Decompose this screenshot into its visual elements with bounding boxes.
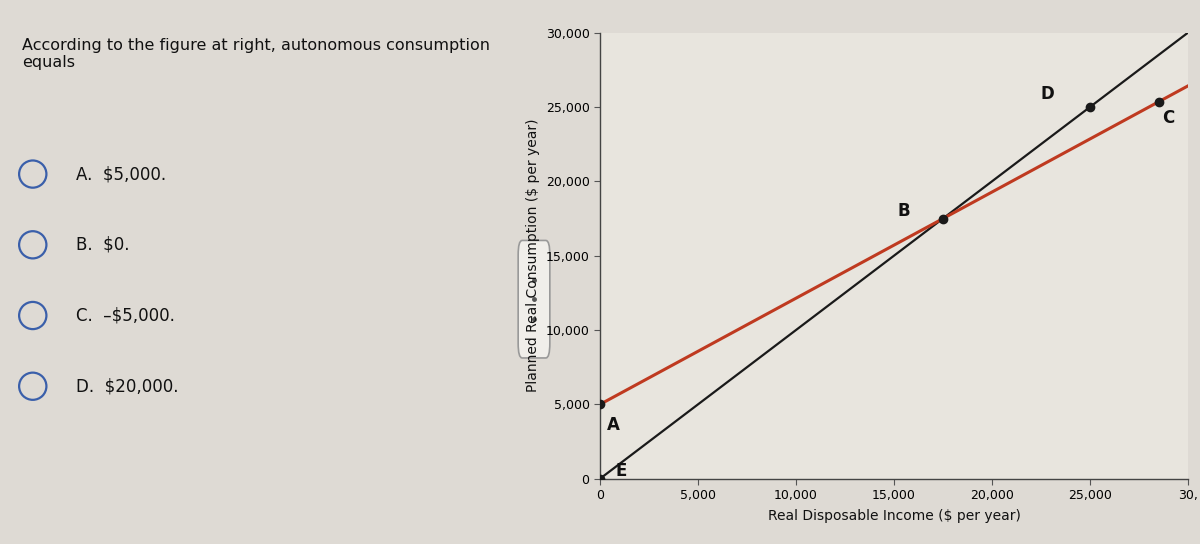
X-axis label: Real Disposable Income ($ per year): Real Disposable Income ($ per year): [768, 509, 1020, 523]
Text: According to the figure at right, autonomous consumption
equals: According to the figure at right, autono…: [22, 38, 490, 71]
Text: A: A: [607, 416, 620, 434]
Text: D: D: [1040, 85, 1054, 103]
Text: C.  –$5,000.: C. –$5,000.: [77, 306, 175, 325]
Text: B.  $0.: B. $0.: [77, 236, 130, 254]
FancyBboxPatch shape: [518, 240, 550, 358]
Text: C: C: [1163, 109, 1175, 127]
Text: E: E: [616, 462, 628, 480]
Text: B: B: [898, 202, 910, 220]
Text: D.  $20,000.: D. $20,000.: [77, 377, 179, 395]
Text: A.  $5,000.: A. $5,000.: [77, 165, 167, 183]
Y-axis label: Planned Real Consumption ($ per year): Planned Real Consumption ($ per year): [526, 119, 540, 392]
